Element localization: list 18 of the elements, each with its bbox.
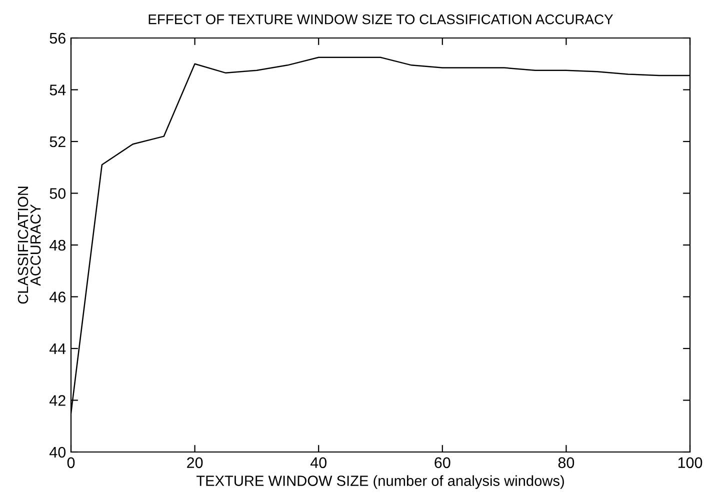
x-tick-label: 80	[558, 457, 574, 468]
x-tick-label: 0	[67, 457, 75, 468]
x-tick-label: 20	[187, 457, 203, 468]
y-tick-label: 52	[50, 136, 66, 148]
y-tick-label: 56	[50, 32, 66, 44]
y-tick-label: 54	[50, 84, 66, 96]
x-axis-title: TEXTURE WINDOW SIZE (number of analysis windows)	[196, 475, 564, 489]
y-axis-title: CLASSIFICATION ACCURACY	[18, 186, 41, 304]
y-tick-label: 48	[50, 240, 66, 251]
x-tick-label: 60	[434, 457, 450, 468]
y-tick-label: 50	[50, 188, 66, 199]
x-tick-label: 100	[678, 457, 702, 468]
y-tick-label: 42	[50, 395, 66, 406]
y-tick-label: 46	[50, 292, 66, 302]
y-tick-label: 44	[50, 344, 66, 354]
x-tick-label: 40	[310, 457, 326, 468]
y-tick-label: 40	[50, 446, 66, 458]
chart-title: EFFECT OF TEXTURE WINDOW SIZE TO CLASSIFICATION ACCURACY	[148, 14, 614, 24]
